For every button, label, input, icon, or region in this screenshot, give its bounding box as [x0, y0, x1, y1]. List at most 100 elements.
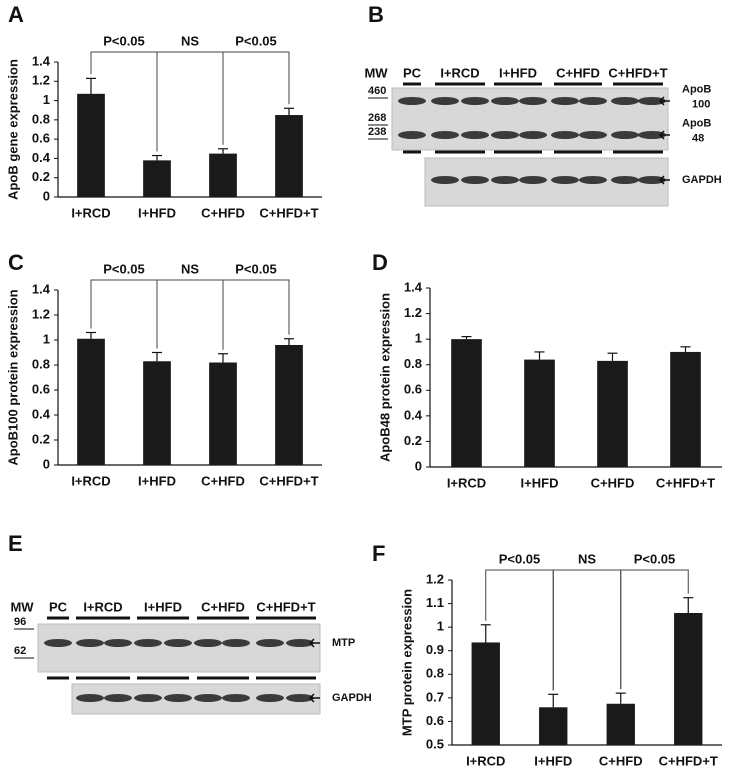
- blot-band: [611, 97, 639, 105]
- blot-band: [551, 97, 579, 105]
- x-tick-label: I+HFD: [138, 205, 176, 220]
- blot-band: [431, 131, 459, 139]
- y-tick-label: 0.4: [404, 407, 423, 422]
- significance-bracket: [222, 51, 290, 145]
- blot-band: [611, 176, 639, 184]
- blot-band: [398, 97, 426, 105]
- significance-label: P<0.05: [235, 33, 277, 48]
- significance-label: P<0.05: [103, 261, 145, 276]
- blot-band: [256, 639, 284, 647]
- y-tick-label: 0.6: [426, 713, 444, 728]
- blot-band: [76, 639, 104, 647]
- blot-band: [76, 694, 104, 702]
- significance-bracket: [156, 279, 224, 350]
- mw-marker: 268: [368, 112, 386, 124]
- panel-letter: D: [372, 250, 388, 275]
- panel-letter: A: [8, 2, 24, 27]
- blot-band: [286, 639, 314, 647]
- blot-band: [611, 131, 639, 139]
- y-tick-label: 1.2: [32, 73, 50, 88]
- x-tick-label: I+RCD: [71, 473, 110, 488]
- lane-label: C+HFD+T: [256, 599, 315, 614]
- bar: [597, 360, 628, 467]
- significance-label: NS: [181, 261, 199, 276]
- blot-band: [579, 97, 607, 105]
- x-tick-label: I+RCD: [447, 475, 486, 490]
- y-tick-label: 0.8: [426, 666, 444, 681]
- y-tick-label: 1.1: [426, 595, 444, 610]
- y-tick-label: 0.2: [32, 431, 50, 446]
- band-arrow: [308, 693, 320, 703]
- lane-label: PC: [403, 65, 422, 80]
- bar: [209, 153, 237, 197]
- blot-band: [579, 176, 607, 184]
- significance-bracket: [552, 569, 622, 691]
- blot-band: [638, 131, 666, 139]
- significance-bracket: [90, 279, 158, 349]
- blot-band: [519, 131, 547, 139]
- bar: [77, 93, 105, 197]
- band-label: 48: [692, 132, 704, 144]
- y-tick-label: 0: [415, 458, 422, 473]
- band-arrow: [658, 130, 670, 140]
- bar: [275, 345, 303, 465]
- y-tick-label: 1.4: [32, 53, 51, 68]
- x-tick-label: C+HFD+T: [259, 473, 318, 488]
- blot-band: [461, 176, 489, 184]
- blot-band: [44, 639, 72, 647]
- y-tick-label: 0.8: [404, 356, 422, 371]
- y-tick-label: 0.7: [426, 689, 444, 704]
- blot-band: [431, 97, 459, 105]
- panel-letter: B: [368, 2, 384, 27]
- blot-band: [164, 639, 192, 647]
- blot-band: [222, 694, 250, 702]
- y-axis-label: ApoB48 protein expression: [377, 293, 392, 462]
- y-tick-label: 1.2: [404, 305, 422, 320]
- blot-band: [491, 97, 519, 105]
- significance-bracket: [222, 279, 290, 350]
- band-label: MTP: [332, 637, 355, 649]
- x-tick-label: I+RCD: [71, 205, 110, 220]
- bar: [471, 642, 500, 745]
- blot-band: [104, 694, 132, 702]
- blot-band: [551, 131, 579, 139]
- blot-band: [134, 694, 162, 702]
- x-tick-label: I+HFD: [534, 753, 572, 768]
- bar: [209, 362, 237, 465]
- mw-marker: 62: [14, 645, 26, 657]
- y-tick-label: 1.4: [32, 281, 51, 296]
- band-arrow: [658, 96, 670, 106]
- band-label: GAPDH: [682, 174, 722, 186]
- blot-band: [579, 131, 607, 139]
- y-tick-label: 1: [43, 92, 50, 107]
- bar: [539, 707, 568, 745]
- y-tick-label: 0.4: [32, 150, 51, 165]
- lane-label: I+RCD: [83, 599, 122, 614]
- y-tick-label: 1.4: [404, 279, 423, 294]
- y-tick-label: 1.2: [426, 571, 444, 586]
- y-tick-label: 0.6: [404, 382, 422, 397]
- x-tick-label: C+HFD: [201, 473, 245, 488]
- lane-label: I+RCD: [440, 65, 479, 80]
- blot-band: [491, 131, 519, 139]
- blot-band: [286, 694, 314, 702]
- blot-band: [431, 176, 459, 184]
- blot-band: [519, 97, 547, 105]
- x-tick-label: I+RCD: [466, 753, 505, 768]
- y-tick-label: 0.6: [32, 131, 50, 146]
- y-tick-label: 1: [415, 331, 422, 346]
- band-label: ApoB: [682, 117, 711, 129]
- bar: [451, 339, 482, 467]
- significance-label: NS: [181, 33, 199, 48]
- significance-label: NS: [578, 551, 596, 566]
- x-tick-label: I+HFD: [521, 475, 559, 490]
- x-tick-label: C+HFD: [591, 475, 635, 490]
- significance-bracket: [156, 51, 224, 152]
- significance-label: P<0.05: [634, 551, 676, 566]
- x-tick-label: I+HFD: [138, 473, 176, 488]
- blot-band: [194, 694, 222, 702]
- significance-bracket: [620, 569, 689, 690]
- y-axis-label: ApoB100 protein expression: [5, 289, 20, 465]
- y-tick-label: 0.2: [32, 169, 50, 184]
- bar: [674, 613, 703, 745]
